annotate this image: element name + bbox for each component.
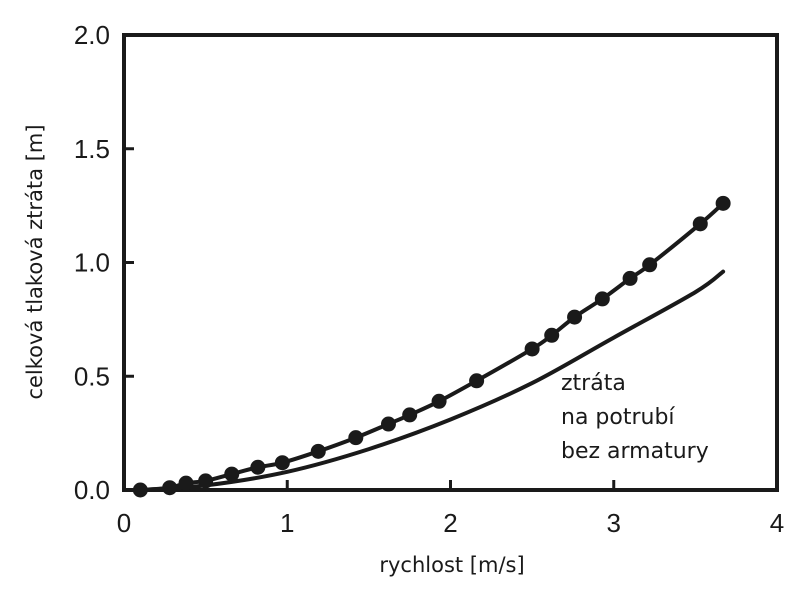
y-tick-label: 1.5 [74,134,110,164]
y-axis-ticks: 0.0 0.5 1.0 1.5 2.0 [74,20,134,505]
data-point-marker [402,407,418,423]
x-tick-label: 1 [280,508,294,538]
series-layer [132,195,731,498]
data-point-marker [431,393,447,409]
annotation-line-3: bez armatury [561,439,709,464]
data-point-marker [567,309,583,325]
data-point-marker [250,459,266,475]
data-point-marker [642,257,658,273]
data-point-marker [524,341,540,357]
x-tick-label: 4 [770,508,784,538]
data-point-marker [715,195,731,211]
x-tick-label: 0 [117,508,131,538]
data-point-marker [274,455,290,471]
data-point-marker [348,430,364,446]
y-tick-label: 0.0 [74,475,110,505]
x-tick-label: 3 [607,508,621,538]
series-line-pipe-only [138,269,726,492]
data-point-marker [310,443,326,459]
data-point-marker [469,373,485,389]
y-tick-label: 0.5 [74,361,110,391]
annotation-line-2: na potrubí [561,405,675,430]
x-tick-label: 2 [443,508,457,538]
data-point-marker [622,270,638,286]
y-tick-label: 1.0 [74,248,110,278]
x-axis-label: rychlost [m/s] [379,553,524,577]
data-point-marker [594,291,610,307]
data-point-marker [380,416,396,432]
data-point-marker [544,327,560,343]
y-tick-label: 2.0 [74,20,110,50]
y-axis-label: celková tlaková ztráta [m] [23,124,47,399]
data-point-marker [692,216,708,232]
data-point-marker [224,466,240,482]
plot-frame [122,33,779,492]
x-axis-ticks: 0 1 2 3 4 [117,480,784,538]
annotation-line-1: ztráta [561,371,626,396]
